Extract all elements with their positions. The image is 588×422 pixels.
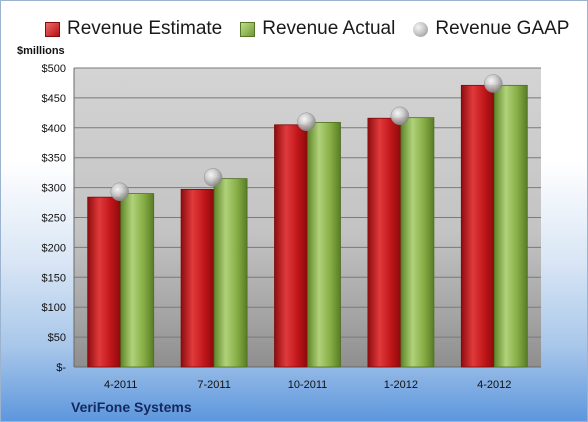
bar-revenue-actual <box>307 122 341 368</box>
y-tick-label: $450 <box>42 93 66 105</box>
point-revenue-gaap <box>203 168 223 187</box>
x-tick-label: 7-2011 <box>197 379 230 391</box>
point-revenue-gaap <box>297 112 316 132</box>
actual-swatch-icon <box>240 21 256 37</box>
legend-item-actual: Revenue Actual <box>240 18 395 40</box>
x-tick-label: 10-2011 <box>288 379 328 391</box>
point-revenue-gaap <box>484 74 503 93</box>
company-name: VeriFone Systems <box>71 399 192 415</box>
bar-revenue-actual <box>400 117 435 368</box>
y-axis-unit-label: $millions <box>17 45 65 57</box>
x-tick-label: 4-2012 <box>477 379 511 391</box>
legend-item-gaap: Revenue GAAP <box>413 18 569 40</box>
y-tick-label: $400 <box>42 123 66 135</box>
bar-revenue-estimate <box>87 196 122 368</box>
legend-item-estimate: Revenue Estimate <box>45 18 222 40</box>
bar-revenue-actual <box>213 178 248 368</box>
y-tick-label: $200 <box>42 242 66 254</box>
bar-revenue-estimate <box>460 84 495 368</box>
bar-revenue-actual <box>120 193 155 368</box>
x-tick-label: 4-2011 <box>104 379 137 391</box>
legend: Revenue Estimate Revenue Actual Revenue … <box>45 15 569 43</box>
y-tick-label: $300 <box>42 183 66 195</box>
point-revenue-gaap <box>390 106 410 126</box>
y-tick-label: $150 <box>42 272 66 284</box>
estimate-swatch-icon <box>45 21 60 37</box>
bar-revenue-estimate <box>274 124 308 368</box>
bar-revenue-actual <box>493 84 528 368</box>
y-tick-label: $350 <box>42 153 66 165</box>
x-tick-label: 1-2012 <box>384 379 418 391</box>
legend-label-gaap: Revenue GAAP <box>435 18 570 39</box>
y-tick-label: $250 <box>42 213 66 225</box>
bar-revenue-estimate <box>180 188 215 368</box>
bar-revenue-estimate <box>367 117 402 368</box>
point-revenue-gaap <box>110 182 129 202</box>
legend-label-actual: Revenue Actual <box>262 18 396 39</box>
legend-label-estimate: Revenue Estimate <box>67 18 223 39</box>
y-tick-label: $50 <box>48 332 66 344</box>
y-tick-label: $100 <box>42 302 66 314</box>
gaap-marker-icon <box>413 21 429 37</box>
y-tick-label: $500 <box>42 63 66 75</box>
y-tick-label: $- <box>56 362 66 374</box>
